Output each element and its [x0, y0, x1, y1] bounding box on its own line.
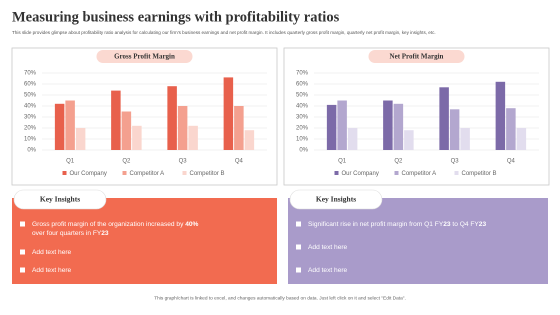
bar	[177, 106, 188, 150]
y-tick-label: 60%	[296, 82, 309, 88]
y-tick-label: 70%	[24, 71, 37, 77]
legend-swatch	[122, 171, 127, 175]
y-tick-label: 0%	[27, 148, 36, 154]
y-tick-label: 40%	[24, 104, 37, 110]
chart-title-pill	[96, 50, 193, 63]
y-tick-label: 50%	[24, 93, 37, 99]
insight-text: over four quarters in FY23	[32, 230, 109, 237]
legend-label: Our Company	[342, 171, 379, 177]
bar	[121, 111, 132, 150]
legend-label: Competitor A	[130, 171, 165, 177]
y-tick-label: 30%	[24, 115, 37, 121]
legend-label: Competitor B	[462, 171, 497, 177]
bullet	[296, 267, 301, 273]
legend-swatch	[334, 171, 339, 175]
chart-title-pill	[368, 50, 465, 63]
chart-title: Net Profit Margin	[390, 53, 444, 61]
bullet	[20, 221, 25, 227]
insight-text: Add text here	[32, 249, 72, 256]
insight-part: Gross profit margin of the organization …	[32, 221, 185, 228]
insight-part: Add text here	[32, 267, 72, 274]
legend-swatch	[394, 171, 399, 175]
bar	[167, 86, 177, 150]
bar	[404, 130, 414, 150]
y-tick-label: 30%	[296, 115, 309, 121]
bullet	[20, 249, 25, 255]
x-tick-label: Q2	[394, 159, 403, 165]
x-tick-label: Q2	[122, 159, 131, 165]
insight-part: 23	[443, 221, 451, 228]
insight-tab	[13, 189, 107, 210]
insight-part: Add text here	[308, 244, 348, 251]
bar	[111, 90, 121, 150]
bar	[326, 104, 337, 150]
y-tick-label: 60%	[24, 82, 37, 88]
bar	[460, 128, 470, 150]
y-tick-label: 10%	[24, 137, 37, 143]
bar	[347, 128, 358, 150]
insight-part: 23	[479, 221, 487, 228]
bar	[54, 103, 65, 150]
bullet	[20, 267, 25, 273]
bar	[337, 100, 347, 150]
insight-text: Gross profit margin of the organization …	[32, 221, 199, 228]
insight-tab	[289, 189, 383, 210]
y-tick-label: 0%	[299, 148, 308, 154]
bar	[188, 125, 198, 150]
bar	[244, 130, 255, 150]
bar	[516, 128, 527, 150]
legend-label: Competitor B	[190, 171, 225, 177]
x-tick-label: Q4	[507, 159, 516, 165]
insight-text: Add text here	[308, 267, 348, 274]
bullet	[296, 221, 301, 227]
bar	[495, 81, 506, 150]
x-tick-label: Q1	[338, 159, 347, 165]
insight-part: to Q4 FY	[451, 221, 480, 228]
bar	[439, 87, 449, 150]
insight-part: Add text here	[32, 249, 72, 256]
insight-text: Significant rise in net profit margin fr…	[308, 221, 486, 228]
insight-title: Key Insights	[40, 195, 80, 204]
bar	[506, 108, 516, 150]
legend-swatch	[182, 171, 187, 175]
x-tick-label: Q3	[179, 159, 188, 165]
insight-text: Add text here	[308, 244, 348, 251]
y-tick-label: 50%	[296, 93, 309, 99]
insight-panel	[12, 198, 277, 284]
bar	[132, 125, 142, 150]
y-tick-label: 70%	[296, 71, 309, 77]
slide-title: Measuring business earnings with profita…	[12, 9, 340, 25]
insight-title: Key Insights	[316, 195, 356, 204]
insight-text: Add text here	[32, 267, 72, 274]
insight-part: over four quarters in FY	[32, 230, 102, 237]
x-tick-label: Q4	[235, 159, 244, 165]
bar	[449, 109, 460, 150]
y-tick-label: 10%	[296, 137, 309, 143]
y-tick-label: 40%	[296, 104, 309, 110]
insight-part: 40%	[185, 221, 198, 228]
x-tick-label: Q3	[451, 159, 460, 165]
legend-swatch	[62, 171, 67, 175]
bar	[75, 128, 86, 150]
bullet	[296, 244, 301, 250]
bar	[234, 106, 244, 150]
legend-label: Competitor A	[402, 171, 437, 177]
chart-title: Gross Profit Margin	[114, 53, 175, 61]
bar	[383, 100, 393, 150]
bar	[393, 103, 404, 150]
legend-swatch	[454, 171, 459, 175]
insight-part: 23	[101, 230, 109, 237]
y-tick-label: 20%	[24, 126, 37, 132]
footer-note: This graph/chart is linked to excel, and…	[154, 295, 406, 301]
bar	[65, 100, 75, 150]
legend-label: Our Company	[70, 171, 107, 177]
insight-part: Add text here	[308, 267, 348, 274]
x-tick-label: Q1	[66, 159, 75, 165]
insight-panel	[288, 198, 548, 284]
y-tick-label: 20%	[296, 126, 309, 132]
slide-subtitle: This slide provides glimpse about profit…	[12, 30, 436, 35]
insight-part: Significant rise in net profit margin fr…	[308, 221, 444, 228]
bar	[223, 77, 234, 150]
